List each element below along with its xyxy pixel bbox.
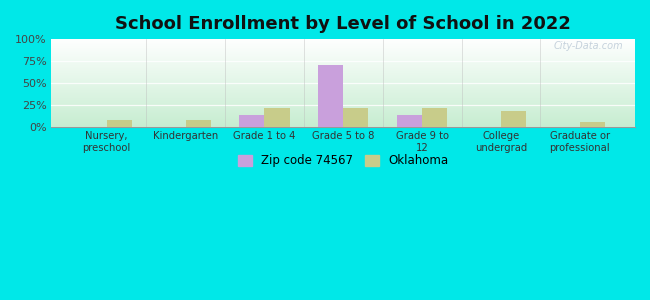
Bar [397,116,422,127]
Bar [580,122,605,127]
Bar [501,111,526,127]
Bar [185,120,211,127]
Legend: Zip code 74567, Oklahoma: Zip code 74567, Oklahoma [233,150,454,172]
Bar [422,107,447,127]
Bar [265,108,290,127]
Bar [107,120,132,127]
Bar [343,108,369,127]
Bar [318,65,343,127]
Title: School Enrollment by Level of School in 2022: School Enrollment by Level of School in … [115,15,571,33]
Text: City-Data.com: City-Data.com [554,41,623,51]
Bar [239,116,265,127]
